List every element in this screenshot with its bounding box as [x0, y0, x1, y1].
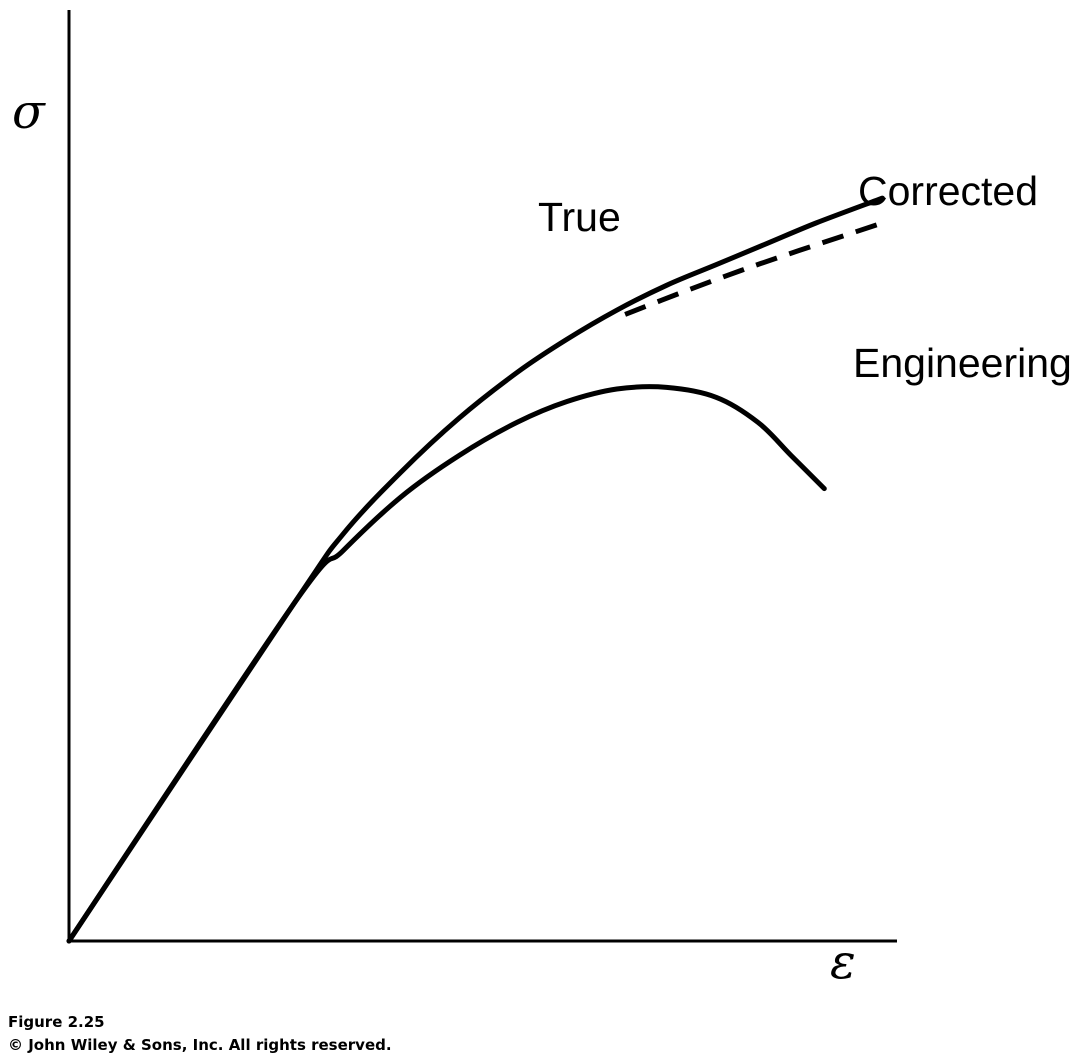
x-axis-label: ε [830, 934, 856, 990]
series-line-engineering [66, 384, 827, 944]
series-line-corrected [624, 220, 884, 317]
stress-strain-chart: σ ε True Corrected Engineering [12, 10, 1072, 990]
y-axis-label: σ [12, 84, 46, 140]
series-label-true: True [538, 194, 621, 240]
series-label-corrected: Corrected [858, 168, 1038, 214]
series-label-engineering: Engineering [853, 340, 1072, 386]
figure-number: Figure 2.25 [8, 1013, 105, 1031]
series-line-true [66, 195, 885, 944]
copyright-notice: © John Wiley & Sons, Inc. All rights res… [8, 1036, 392, 1054]
